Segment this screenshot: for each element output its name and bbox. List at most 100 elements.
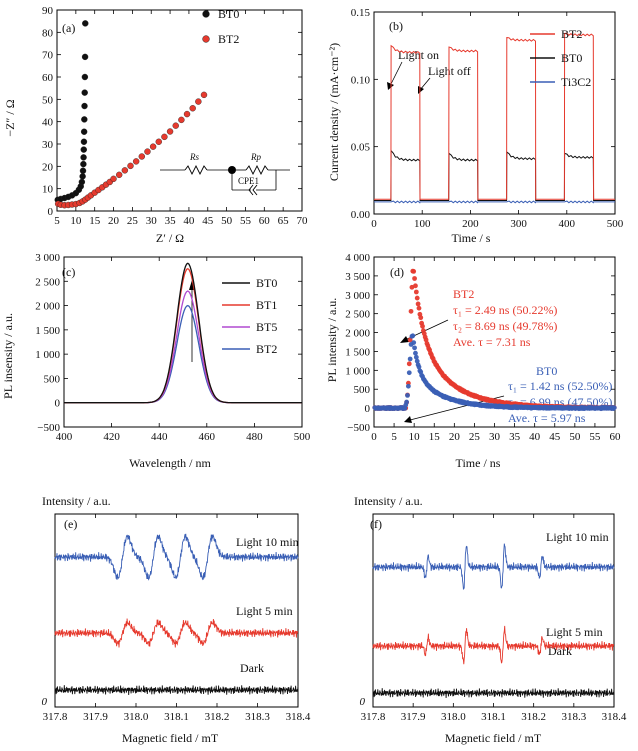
series-line-bt0 <box>374 149 615 201</box>
y-tick-label: 4 000 <box>345 252 370 264</box>
x-tick-label: 45 <box>549 431 561 443</box>
y-tick-label: 30 <box>42 139 54 151</box>
data-point-bt2 <box>413 289 419 295</box>
bt2-fit-ave: Ave. τ = 7.31 ns <box>453 335 531 349</box>
bt0-fit-tau1: τ₁ = 1.42 ns (52.50%) <box>508 379 612 393</box>
x-tick-label: 25 <box>469 431 481 443</box>
series-line-bt2 <box>374 32 615 200</box>
y-tick-label: 0 <box>365 403 371 415</box>
x-tick-label: 317.9 <box>83 711 108 723</box>
x-tick-label: 40 <box>529 431 541 443</box>
x-tick-label: 30 <box>146 215 158 227</box>
series-line-f-2 <box>372 688 615 699</box>
x-tick-label: 460 <box>199 431 216 443</box>
data-point-bt0 <box>404 399 410 405</box>
x-tick-label: 55 <box>589 431 601 443</box>
annotation-light-on: Light on <box>398 48 439 62</box>
data-point-bt2 <box>189 105 196 112</box>
y-tick-label: −500 <box>347 422 370 434</box>
x-tick-label: 318.2 <box>205 711 230 723</box>
bt2-fit-tau2: τ₂ = 8.69 ns (49.78%) <box>453 319 557 333</box>
circuit-rs-label: Rs <box>189 152 199 162</box>
data-point-bt0 <box>79 173 86 180</box>
x-tick-label: 15 <box>429 431 441 443</box>
data-point-bt0 <box>405 393 410 398</box>
data-point-bt0 <box>78 178 86 186</box>
legend-label: BT0 <box>561 51 582 65</box>
y-tick-label: 0 <box>360 696 366 708</box>
data-point-bt0 <box>81 89 88 96</box>
panel-c-axes: 400 420 440 460 480 500 −500 0 500 1 000 1 500 2 00… <box>35 252 311 443</box>
y-tick-label: 2 500 <box>35 276 60 288</box>
x-tick-label: 318.4 <box>602 711 627 723</box>
panel-c-xlabel: Wavelength / nm <box>129 456 211 470</box>
x-tick-label: 50 <box>569 431 581 443</box>
data-point-bt0 <box>413 354 419 360</box>
x-tick-label: 318.1 <box>481 711 506 723</box>
y-tick-label: 3 500 <box>345 271 370 283</box>
circuit-rp-label: Rp <box>250 152 261 162</box>
x-tick-label: 60 <box>610 431 622 443</box>
x-tick-label: 318.3 <box>561 711 586 723</box>
legend-label: Ti3C2 <box>561 75 591 89</box>
panel-b: (b) Time / s Current density / (mA·cm⁻²)… <box>327 19 491 245</box>
panel-b-label: (b) <box>389 19 403 33</box>
panel-a-series <box>54 20 208 209</box>
panel-e-label: (e) <box>64 517 77 531</box>
data-point-bt2 <box>110 175 117 183</box>
circuit-cpe-label: CPE1 <box>238 176 259 186</box>
arrowhead-bt0 <box>404 416 412 423</box>
x-tick-label: 500 <box>294 431 311 443</box>
panel-b-legend: BT2 BT0 Ti3C2 <box>530 27 591 89</box>
data-point-bt2 <box>161 133 168 141</box>
x-tick-label: 60 <box>259 215 271 227</box>
panel-a-axes: 5 10 15 20 25 30 35 40 45 50 55 60 65 70 0 10 20 30 40 50 60… <box>42 5 308 227</box>
data-point-bt2 <box>195 98 202 105</box>
y-tick-label: 2 500 <box>345 309 370 321</box>
data-point-bt0 <box>412 345 417 351</box>
bt0-fit-ave: Ave. τ = 5.97 ns <box>508 411 586 425</box>
y-tick-label: 0 <box>42 696 48 708</box>
y-tick-label: 0.00 <box>351 209 371 221</box>
arrowhead-light-on <box>387 82 394 90</box>
x-tick-label: 400 <box>559 218 576 230</box>
panel-a: (a) Z′ / Ω −Z″ / Ω Rs Rp CPE1 <box>3 21 290 245</box>
data-point-bt0 <box>80 128 88 135</box>
panel-e-label-dark: Dark <box>240 661 264 675</box>
data-point-bt2 <box>172 122 179 129</box>
legend-label: BT5 <box>256 320 277 334</box>
panel-c-series <box>64 262 302 404</box>
data-point-bt0 <box>407 356 413 362</box>
data-point-bt2 <box>178 116 185 124</box>
x-tick-label: 317.8 <box>43 711 68 723</box>
x-tick-label: 318.0 <box>441 711 466 723</box>
x-tick-label: 25 <box>127 215 139 227</box>
x-tick-label: 440 <box>151 431 168 443</box>
data-point-bt2 <box>138 153 146 160</box>
data-point-bt2 <box>416 305 422 311</box>
panel-b-frame <box>373 11 616 215</box>
panel-e: (e) Intensity / a.u. Magnetic field / mT… <box>42 494 299 745</box>
panel-d-label: (d) <box>390 265 404 279</box>
data-point-bt2 <box>144 148 151 155</box>
series-line-f-0 <box>372 543 615 590</box>
data-point-bt0 <box>410 333 416 339</box>
x-tick-label: 10 <box>409 431 421 443</box>
panel-a-legend: BT0 BT2 <box>202 7 239 46</box>
panel-a-label: (a) <box>62 21 75 35</box>
cpe-symbol <box>248 184 254 196</box>
data-point-bt0 <box>411 340 417 345</box>
x-tick-label: 0 <box>371 431 377 443</box>
x-tick-label: 70 <box>297 215 309 227</box>
x-tick-label: 317.8 <box>361 711 386 723</box>
x-tick-label: 5 <box>391 431 397 443</box>
legend-marker <box>202 10 210 18</box>
x-tick-label: 100 <box>414 218 431 230</box>
y-tick-label: 0.15 <box>351 7 371 19</box>
resistor-rp-symbol <box>245 164 269 176</box>
arrowhead-light-off <box>418 86 424 94</box>
panel-e-axes: 317.8 317.9 318.0 318.1 318.2 318.3 318.4 <box>43 513 311 723</box>
data-point-bt2 <box>407 337 413 343</box>
x-tick-label: 45 <box>202 215 214 227</box>
data-point-bt2 <box>411 268 417 274</box>
